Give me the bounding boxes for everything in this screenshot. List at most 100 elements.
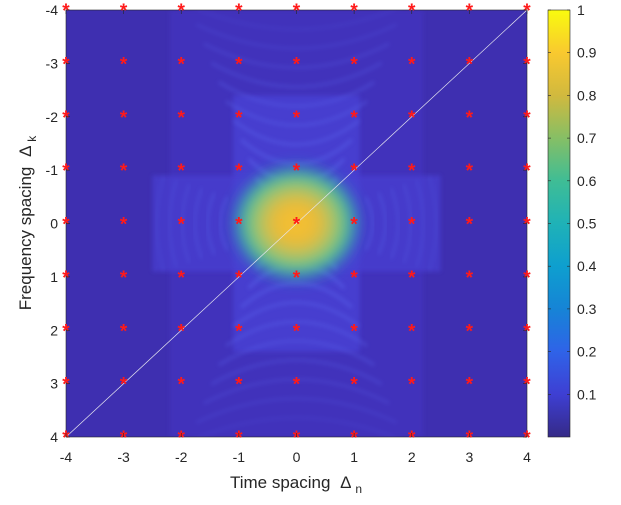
- colorbar-tick-label: 0.5: [577, 216, 597, 232]
- lattice-marker: *: [408, 428, 416, 449]
- lattice-marker: *: [178, 375, 186, 396]
- lattice-marker: *: [408, 108, 416, 129]
- heatmap: [66, 10, 527, 437]
- lattice-marker: *: [293, 215, 301, 236]
- lattice-marker: *: [120, 215, 128, 236]
- y-tick-label: 4: [50, 429, 58, 445]
- lattice-marker: *: [350, 108, 358, 129]
- lattice-marker: *: [408, 215, 416, 236]
- lattice-marker: *: [408, 321, 416, 342]
- heatmap-ripple: [225, 320, 368, 347]
- heatmap-ripple: [232, 301, 361, 328]
- colorbar: 0.1 0.2 0.3 0.4 0.5 0.6 0.7 0.8 0.9 1: [547, 2, 597, 438]
- lattice-marker: *: [466, 321, 474, 342]
- lattice-marker: *: [350, 215, 358, 236]
- lattice-marker: *: [235, 321, 243, 342]
- y-tick-label: 0: [50, 216, 58, 232]
- lattice-marker: *: [235, 54, 243, 75]
- lattice-marker: *: [350, 321, 358, 342]
- x-tick-label: -2: [175, 449, 188, 465]
- lattice-marker: *: [466, 268, 474, 289]
- lattice-marker: *: [293, 161, 301, 182]
- heatmap-ripple: [210, 358, 383, 386]
- lattice-marker: *: [293, 108, 301, 129]
- lattice-marker: *: [523, 108, 531, 129]
- y-axis-label: Frequency spacing Δ k: [16, 135, 39, 311]
- y-axis-label-subscript: k: [25, 135, 39, 142]
- lattice-marker: *: [350, 161, 358, 182]
- lattice-marker: *: [178, 321, 186, 342]
- heatmap-side-ripple: [168, 179, 178, 268]
- y-tick-label: 3: [50, 376, 58, 392]
- heatmap-ripple: [196, 10, 397, 31]
- lattice-marker: *: [178, 215, 186, 236]
- x-tick-label: 0: [293, 449, 301, 465]
- heatmap-ripple: [203, 42, 390, 70]
- lattice-marker: *: [62, 108, 70, 129]
- lattice-marker: *: [523, 215, 531, 236]
- x-axis-label-symbol: Δ: [340, 473, 351, 492]
- lattice-marker: *: [293, 428, 301, 449]
- lattice-marker: *: [178, 428, 186, 449]
- colorbar-tick-label: 0.3: [577, 301, 597, 317]
- heatmap-ripple: [232, 119, 361, 146]
- lattice-marker: *: [466, 54, 474, 75]
- lattice-marker: *: [523, 54, 531, 75]
- lattice-marker: *: [235, 375, 243, 396]
- lattice-marker: *: [293, 375, 301, 396]
- colorbar-gradient: [547, 9, 571, 438]
- lattice-marker: *: [350, 268, 358, 289]
- colorbar-ticks: 0.1 0.2 0.3 0.4 0.5 0.6 0.7 0.8 0.9 1: [548, 2, 597, 402]
- lattice-marker: *: [466, 215, 474, 236]
- heatmap-ripple: [210, 61, 383, 89]
- lattice-marker: *: [235, 428, 243, 449]
- colorbar-tick-label: 1: [577, 2, 585, 18]
- y-tick-label: -4: [46, 2, 59, 18]
- heatmap-ripple: [217, 339, 376, 367]
- lattice-marker: *: [293, 268, 301, 289]
- x-axis-label: Time spacing Δ n: [230, 473, 362, 496]
- lattice-marker: *: [62, 215, 70, 236]
- colorbar-tick-label: 0.9: [577, 45, 597, 61]
- colorbar-tick-label: 0.4: [577, 258, 597, 274]
- y-axis-label-symbol: Δ: [16, 146, 35, 157]
- lattice-marker: *: [178, 54, 186, 75]
- x-axis-label-subscript: n: [355, 482, 362, 496]
- y-tick-label: -2: [46, 109, 59, 125]
- heatmap-side-ripple: [155, 175, 166, 272]
- lattice-marker: *: [120, 268, 128, 289]
- y-tick-label: 1: [50, 269, 58, 285]
- x-tick-label: -1: [233, 449, 246, 465]
- heatmap-side-ripple: [206, 192, 216, 255]
- heatmap-side-ripple: [193, 187, 204, 260]
- lattice-marker: *: [350, 54, 358, 75]
- colorbar-tick-label: 0.1: [577, 386, 597, 402]
- lattice-marker: *: [235, 268, 243, 289]
- lattice-marker: *: [350, 428, 358, 449]
- x-tick-label: -3: [117, 449, 130, 465]
- heatmap-ripple: [203, 377, 390, 405]
- lattice-marker: *: [120, 321, 128, 342]
- lattice-marker: *: [293, 321, 301, 342]
- lattice-marker: *: [408, 268, 416, 289]
- lattice-marker: *: [523, 268, 531, 289]
- lattice-marker: *: [62, 268, 70, 289]
- lattice-marker: *: [466, 108, 474, 129]
- heatmap-side-ripple: [427, 175, 438, 272]
- x-tick-label: 4: [523, 449, 531, 465]
- diagonal-line: [66, 10, 527, 437]
- heatmap-ripple: [196, 416, 397, 437]
- x-tick-label: -4: [60, 449, 73, 465]
- lattice-marker: *: [120, 108, 128, 129]
- x-tick-label: 2: [408, 449, 416, 465]
- heatmap-side-ripple: [364, 196, 375, 251]
- heatmap-ripple: [195, 23, 398, 50]
- lattice-marker: *: [235, 108, 243, 129]
- heatmap-side-ripple: [218, 196, 229, 251]
- lattice-marker: *: [120, 54, 128, 75]
- lattice-marker: *: [62, 54, 70, 75]
- colorbar-tick-label: 0.2: [577, 344, 597, 360]
- colorbar-tick-label: 0.8: [577, 87, 597, 103]
- x-tick-label: 3: [465, 449, 473, 465]
